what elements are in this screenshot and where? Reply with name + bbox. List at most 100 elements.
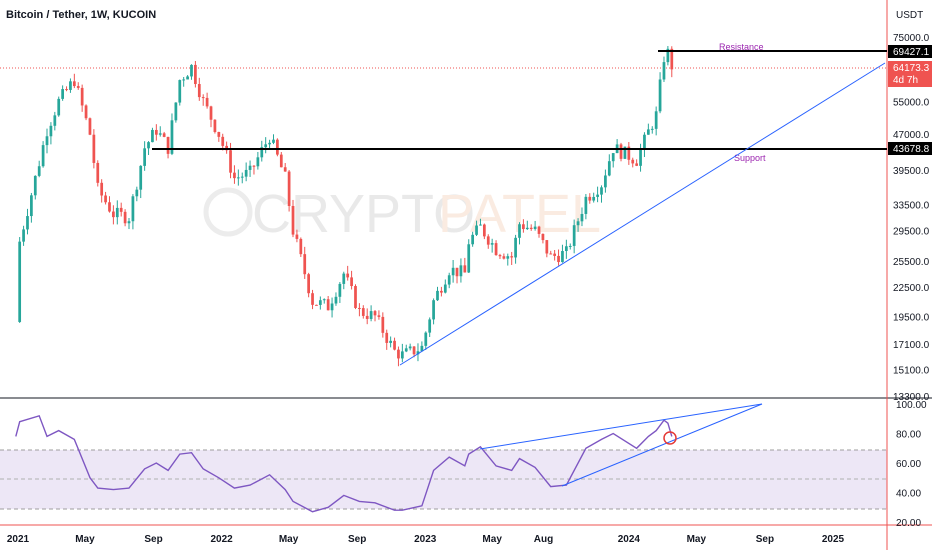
candle-body bbox=[584, 196, 588, 214]
candle-body bbox=[57, 98, 61, 116]
date-tick-label: Sep bbox=[144, 534, 162, 545]
candle-body bbox=[561, 251, 564, 263]
price-scale[interactable]: USDT 75000.0 55000.0 47000.0 39500.0 33500.0… bbox=[888, 10, 932, 403]
date-tick-label: 2022 bbox=[210, 534, 233, 545]
candle-body bbox=[233, 172, 236, 179]
candle-body bbox=[318, 300, 322, 305]
candle-body bbox=[424, 332, 428, 346]
candle-body bbox=[404, 348, 408, 352]
date-tick-label: May bbox=[75, 534, 95, 545]
candle-body bbox=[361, 308, 365, 316]
candle-body bbox=[272, 139, 275, 143]
candle-body bbox=[334, 296, 338, 304]
candle-body bbox=[104, 195, 107, 203]
candle-body bbox=[502, 256, 506, 259]
candle-body bbox=[400, 351, 404, 359]
candle-body bbox=[303, 254, 307, 275]
rsi-trendline-lower bbox=[561, 403, 763, 487]
candle-body bbox=[80, 87, 84, 106]
date-tick-label: Sep bbox=[756, 534, 774, 545]
price-tick-label: 22500.0 bbox=[893, 283, 930, 294]
candle-body bbox=[514, 237, 517, 258]
candle-body bbox=[151, 129, 154, 143]
candle-body bbox=[662, 62, 666, 80]
candle-body bbox=[443, 284, 447, 293]
price-tick-label: 29500.0 bbox=[893, 227, 930, 238]
candle-body bbox=[182, 79, 186, 81]
candle-body bbox=[154, 129, 158, 135]
candle-body bbox=[295, 234, 299, 239]
last-price-box bbox=[888, 61, 932, 87]
candle-body bbox=[84, 105, 88, 119]
candle-body bbox=[96, 162, 100, 183]
candle-body bbox=[201, 97, 205, 99]
candle-body bbox=[135, 189, 139, 197]
candle-body bbox=[580, 213, 584, 222]
rsi-scale[interactable]: 100.00 80.00 60.00 40.00 20.00 bbox=[896, 400, 927, 529]
candle-body bbox=[53, 115, 57, 126]
candle-body bbox=[541, 233, 545, 241]
rsi-tick-label: 80.00 bbox=[896, 430, 921, 441]
candle-body bbox=[381, 316, 385, 333]
candle-body bbox=[467, 244, 471, 273]
candle-body bbox=[268, 142, 271, 145]
date-tick-label: May bbox=[687, 534, 707, 545]
rsi-trendline-upper bbox=[479, 403, 763, 450]
candle-body bbox=[408, 346, 412, 349]
candle-body bbox=[115, 207, 119, 218]
candle-body bbox=[279, 154, 283, 168]
candle-body bbox=[416, 351, 420, 355]
candle-body bbox=[549, 253, 553, 255]
candle-body bbox=[666, 48, 670, 63]
candle-body bbox=[596, 194, 599, 197]
candle-body bbox=[299, 238, 303, 255]
candle-body bbox=[45, 136, 49, 146]
candle-body bbox=[190, 64, 193, 77]
price-tick-label: 19500.0 bbox=[893, 313, 930, 324]
candle-body bbox=[143, 148, 146, 166]
candle-body bbox=[26, 216, 29, 230]
candle-body bbox=[186, 76, 189, 80]
candle-body bbox=[311, 293, 314, 305]
candle-body bbox=[229, 150, 232, 173]
price-tick-label: 75000.0 bbox=[893, 33, 930, 44]
resistance-annotation: Resistance bbox=[719, 42, 764, 52]
candle-body bbox=[287, 171, 291, 207]
candle-body bbox=[112, 211, 115, 218]
price-tick-label: 13300.0 bbox=[893, 392, 930, 403]
candle-body bbox=[475, 225, 478, 235]
candle-body bbox=[545, 240, 549, 254]
candle-body bbox=[248, 165, 252, 170]
candle-body bbox=[108, 202, 111, 212]
candle-body bbox=[174, 102, 178, 121]
date-tick-label: May bbox=[482, 534, 502, 545]
candle-body bbox=[397, 349, 400, 359]
candle-body bbox=[264, 144, 268, 148]
candle-body bbox=[393, 340, 396, 350]
price-tick-label: 15100.0 bbox=[893, 366, 930, 377]
candle-body bbox=[170, 120, 174, 154]
candle-body bbox=[389, 340, 393, 343]
candle-body bbox=[432, 300, 435, 320]
candle-body bbox=[479, 224, 482, 226]
candle-body bbox=[592, 196, 596, 201]
candle-body bbox=[537, 226, 541, 234]
candles bbox=[18, 46, 674, 367]
price-tick-label: 55000.0 bbox=[893, 97, 930, 108]
date-tick-label: 2023 bbox=[414, 534, 437, 545]
candle-body bbox=[564, 246, 568, 252]
candle-body bbox=[350, 277, 353, 287]
candle-body bbox=[30, 195, 33, 217]
candle-body bbox=[197, 84, 201, 98]
candle-body bbox=[588, 196, 592, 201]
candle-body bbox=[147, 142, 150, 149]
candle-body bbox=[256, 157, 260, 167]
candle-body bbox=[627, 146, 631, 160]
candle-body bbox=[322, 299, 326, 301]
price-tick-label: 25500.0 bbox=[893, 257, 930, 268]
candle-body bbox=[482, 224, 486, 237]
candle-body bbox=[283, 167, 287, 172]
candle-body bbox=[510, 256, 514, 258]
time-axis[interactable]: 2021 May Sep 2022 May Sep 2023 May Aug 2024 May Sep… bbox=[7, 534, 845, 545]
candle-body bbox=[412, 346, 416, 355]
